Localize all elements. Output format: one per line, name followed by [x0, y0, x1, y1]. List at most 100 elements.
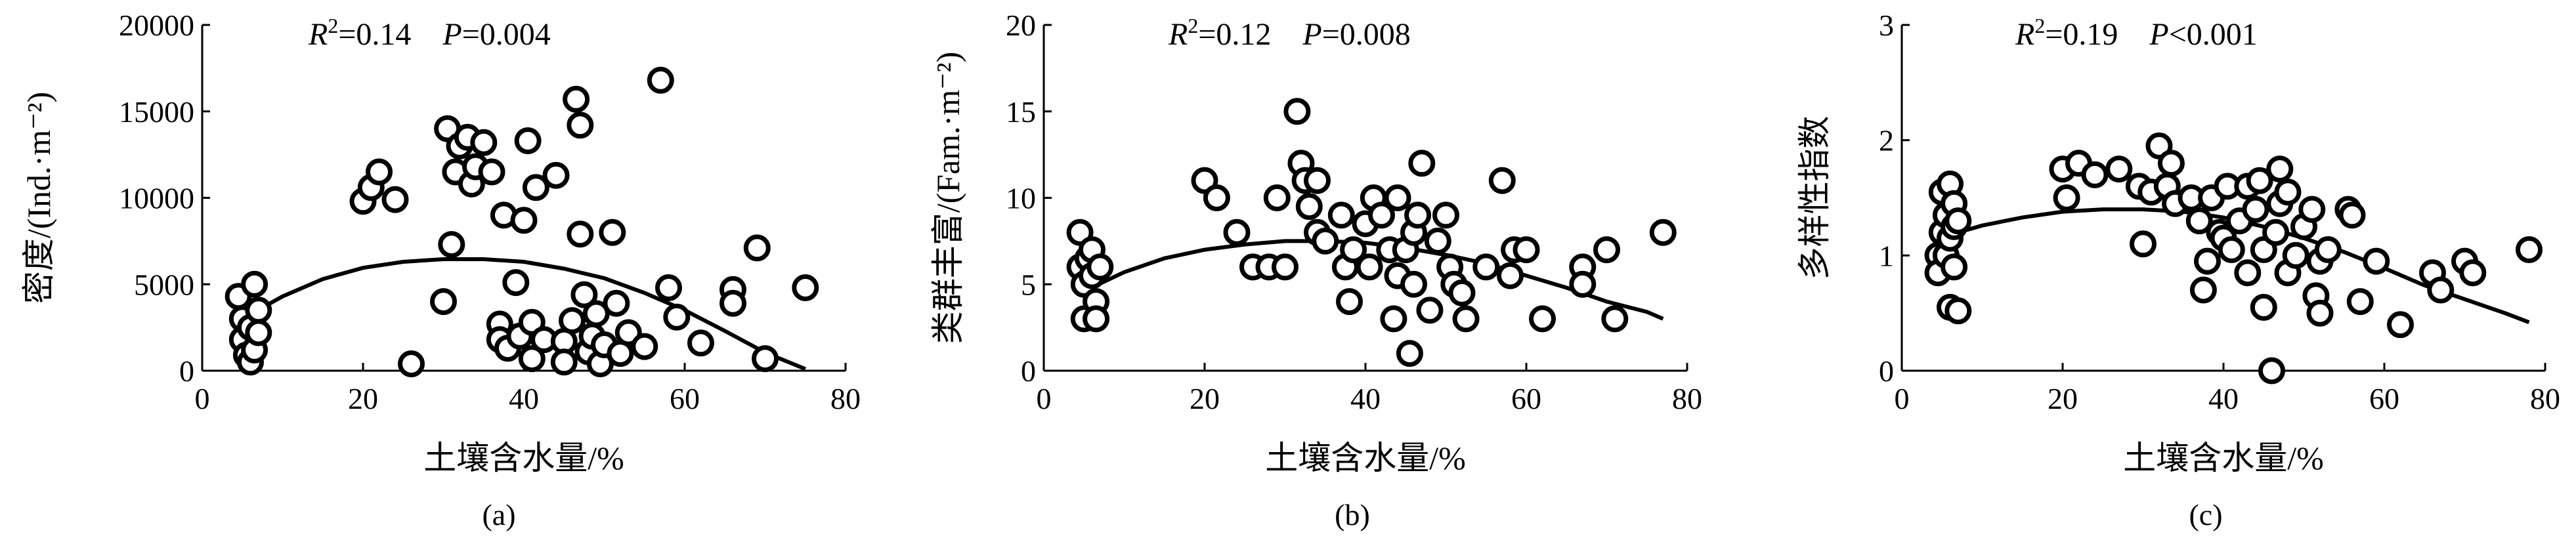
data-point [366, 158, 393, 186]
data-point [2194, 247, 2221, 275]
data-point [510, 207, 538, 234]
data-point [522, 174, 549, 201]
y-tick-label: 0 [1879, 354, 1894, 388]
data-point [1327, 201, 1355, 229]
y-tick-label: 5000 [134, 268, 194, 301]
x-tick-label: 20 [1190, 382, 1220, 415]
data-point [2387, 311, 2414, 339]
data-point [1408, 150, 1436, 177]
data-point [1448, 279, 1476, 306]
data-point [559, 307, 586, 335]
data-point [2459, 259, 2487, 287]
data-point [1336, 288, 1363, 316]
data-point [1340, 236, 1367, 264]
data-point [567, 112, 594, 139]
data-point [599, 218, 626, 246]
data-point [1396, 340, 1423, 367]
data-point [2338, 201, 2366, 229]
data-point [1380, 305, 1407, 333]
data-point [663, 303, 691, 331]
x-tick-label: 20 [348, 382, 378, 415]
data-point [518, 345, 546, 373]
data-point [2346, 288, 2374, 316]
data-point [2427, 276, 2455, 304]
data-point [1416, 297, 1444, 324]
data-point [655, 274, 682, 301]
data-point [2274, 178, 2302, 206]
data-point [478, 158, 505, 186]
data-point [1356, 253, 1383, 281]
x-tick-label: 80 [830, 382, 861, 415]
y-tick-label: 0 [1021, 354, 1036, 388]
data-point [1400, 270, 1427, 298]
data-point [2053, 184, 2080, 211]
stats-annotation: R2=0.12 P=0.008 [1168, 14, 1411, 52]
data-point [2189, 276, 2217, 304]
data-point [743, 234, 771, 262]
data-point [1223, 218, 1251, 246]
x-tick-label: 40 [509, 382, 539, 415]
y-tick-label: 15 [1006, 95, 1036, 129]
y-tick-label: 10 [1006, 182, 1036, 215]
data-point [1513, 236, 1540, 264]
data-point [2282, 241, 2309, 269]
y-axis-label: 类群丰富/(Fam.·m⁻²) [930, 52, 966, 344]
data-point [245, 297, 272, 324]
x-tick-label: 0 [1895, 382, 1910, 415]
panel-caption: (b) [1335, 498, 1370, 531]
x-tick-label: 40 [2208, 382, 2239, 415]
data-point [381, 186, 409, 213]
data-point [2266, 156, 2294, 183]
data-point [241, 270, 268, 298]
data-point [1203, 184, 1230, 211]
data-point [2258, 357, 2285, 384]
data-point [1488, 167, 1516, 194]
x-axis-label: 土壤含水量/% [2123, 440, 2324, 476]
data-point [631, 333, 658, 360]
data-point [2234, 259, 2262, 287]
data-point [563, 85, 590, 113]
x-axis-label: 土壤含水量/% [423, 440, 624, 476]
x-tick-label: 0 [1037, 382, 1052, 415]
data-point [550, 348, 578, 376]
data-point [1944, 207, 1972, 235]
data-point [1452, 305, 1480, 333]
data-point [1304, 167, 1331, 194]
y-tick-label: 20000 [119, 9, 194, 42]
data-point [1086, 253, 1114, 281]
panel-2: 0 20 40 60 80 0 5 10 15 20 类群丰富/(Fam.·m⁻²) 土壤含水量/% (… [930, 9, 1702, 531]
x-tick-label: 60 [2369, 382, 2399, 415]
data-point [1404, 201, 1432, 229]
data-point [470, 129, 498, 156]
data-point [438, 231, 465, 259]
y-tick-label: 5 [1021, 268, 1036, 301]
data-point [2185, 207, 2213, 235]
data-point [1529, 305, 1556, 333]
x-tick-label: 20 [2048, 382, 2078, 415]
data-point [1295, 193, 1323, 220]
data-point [1593, 236, 1620, 264]
data-point [2314, 236, 2342, 263]
data-point [719, 289, 746, 317]
data-point [2218, 236, 2245, 263]
data-point [2250, 293, 2277, 321]
data-point [582, 300, 610, 327]
y-tick-label: 1 [1879, 239, 1894, 272]
data-point [2363, 247, 2390, 275]
data-point [2105, 156, 2133, 183]
y-axis-label: 密度/(Ind.·m⁻²) [20, 92, 57, 304]
data-point [1432, 201, 1459, 229]
data-point [1424, 227, 1451, 255]
data-point [1283, 98, 1311, 125]
data-point [2242, 196, 2269, 223]
fit-curve [241, 257, 806, 371]
data-point [2246, 167, 2273, 194]
data-point [1649, 218, 1677, 246]
data-point [1941, 253, 1968, 281]
panel-caption: (c) [2189, 498, 2222, 531]
stats-annotation: R2=0.14 P=0.004 [308, 14, 551, 52]
data-point [1497, 262, 1524, 289]
data-point [1601, 305, 1629, 333]
data-point [752, 345, 779, 373]
